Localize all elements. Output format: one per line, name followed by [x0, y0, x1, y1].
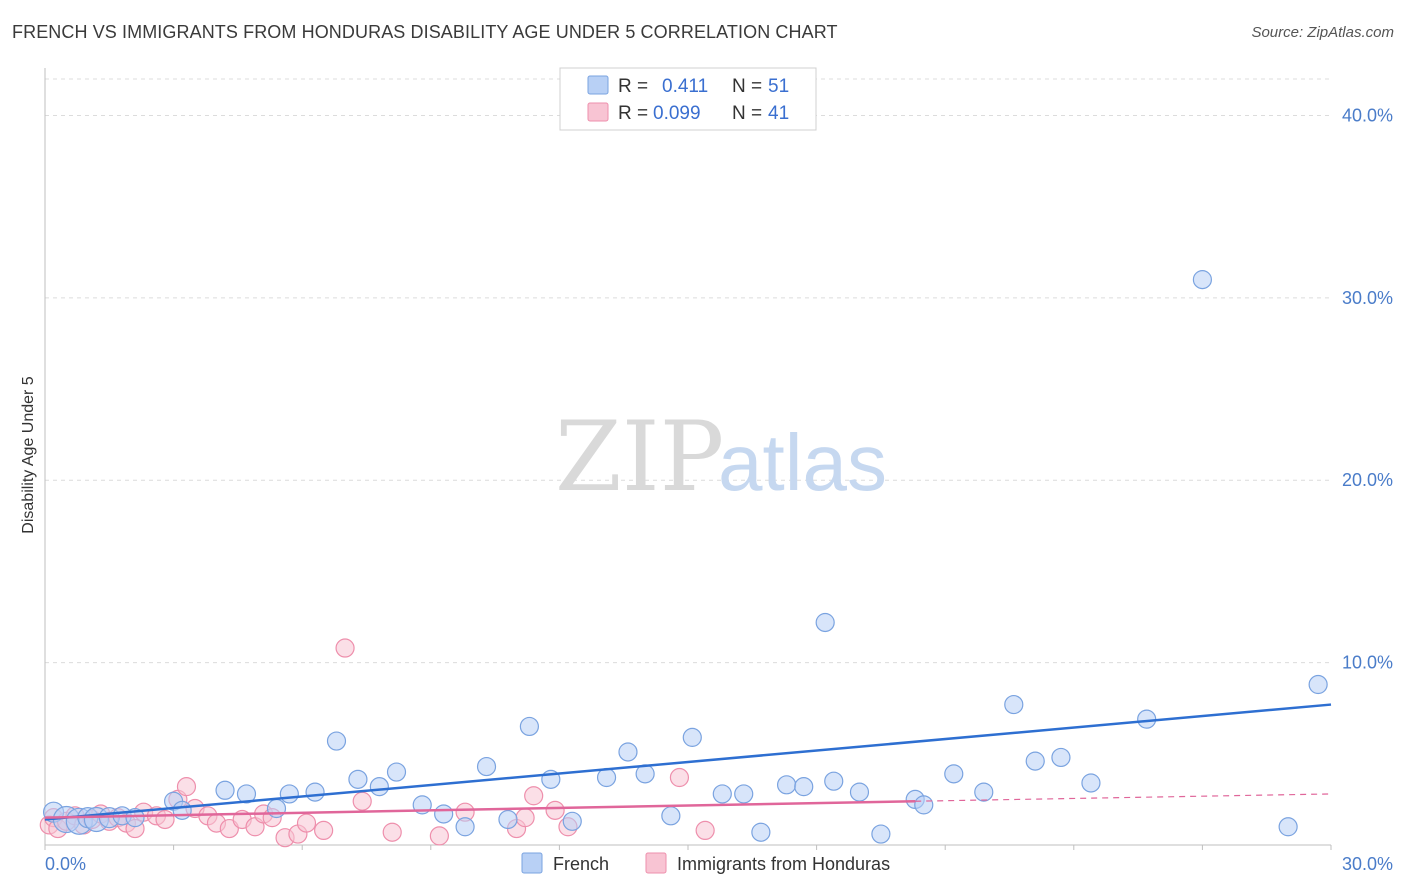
honduras-point — [155, 809, 175, 830]
french-point — [815, 612, 835, 633]
honduras-point — [669, 767, 690, 788]
french-point — [661, 806, 681, 826]
legend-r-label: R = — [618, 76, 648, 97]
french-point — [326, 731, 347, 751]
french-point — [476, 756, 497, 777]
honduras-point — [382, 822, 402, 842]
french-point — [498, 809, 518, 830]
watermark-zip: ZIP — [555, 401, 724, 513]
y-tick-label: 10.0% — [1342, 653, 1393, 673]
honduras-point — [314, 820, 334, 841]
y-tick-label: 40.0% — [1342, 105, 1393, 125]
french-point — [455, 817, 475, 837]
x-tick-labels: 0.0% 30.0% — [45, 854, 1393, 874]
source-label: Source: ZipAtlas.com — [1251, 24, 1394, 41]
legend-n-label: N = — [732, 103, 762, 124]
french-point — [682, 727, 702, 747]
french-point — [434, 804, 454, 824]
french-point — [849, 782, 870, 802]
french-points — [42, 270, 1328, 844]
french-point — [305, 782, 325, 802]
y-tick-labels: 10.0% 20.0% 30.0% 40.0% — [1342, 105, 1393, 672]
legend-n-value: 51 — [768, 76, 789, 97]
watermark: ZIP atlas — [555, 401, 887, 513]
x-tick-label: 30.0% — [1342, 854, 1393, 874]
french-point — [1025, 751, 1045, 771]
french-point — [279, 784, 299, 804]
gridlines — [45, 78, 1331, 664]
honduras-point — [545, 800, 565, 820]
legend-r-label: R = — [618, 103, 648, 124]
honduras-trend-extension — [915, 793, 1332, 802]
french-point — [1081, 773, 1101, 793]
watermark-atlas: atlas — [718, 418, 887, 507]
french-point — [1051, 747, 1071, 768]
french-point — [734, 784, 754, 804]
legend-r-value: 0.099 — [653, 103, 701, 124]
honduras-trend-line — [44, 799, 916, 819]
french-point — [348, 769, 368, 789]
y-tick-label: 30.0% — [1342, 288, 1393, 308]
french-point — [1278, 817, 1298, 837]
y-axis-label: Disability Age Under 5 — [20, 376, 37, 534]
french-point — [519, 716, 539, 737]
french-point — [369, 777, 389, 797]
legend-n-label: N = — [732, 76, 762, 97]
french-point — [1308, 674, 1328, 695]
honduras-point — [524, 786, 544, 806]
x-tick-label: 0.0% — [45, 854, 86, 874]
legend-n-value: 41 — [768, 103, 789, 124]
french-point — [776, 775, 797, 795]
bottom-legend-swatch-french — [521, 852, 543, 874]
legend-swatch-french — [587, 75, 609, 95]
honduras-point — [335, 638, 355, 658]
trend-lines — [44, 703, 1332, 821]
french-point — [596, 767, 617, 788]
french-trend-line — [44, 703, 1332, 821]
french-point — [974, 782, 994, 802]
honduras-point — [352, 791, 372, 811]
legend-swatch-honduras — [587, 102, 609, 122]
french-point — [125, 808, 145, 828]
french-point — [824, 771, 844, 791]
french-point — [1192, 270, 1213, 290]
honduras-point — [296, 813, 317, 833]
french-point — [215, 780, 235, 800]
french-point — [172, 800, 192, 820]
legend-top: R = 0.411 N = 51 R = 0.099 N = 41 — [559, 67, 817, 131]
honduras-point — [695, 820, 715, 841]
honduras-point — [176, 777, 197, 797]
legend-bottom: French Immigrants from Honduras — [521, 852, 890, 874]
french-point — [712, 784, 732, 804]
bottom-legend-swatch-honduras — [645, 852, 667, 874]
french-point — [266, 798, 287, 819]
axes — [44, 68, 1332, 850]
bottom-legend-honduras: Immigrants from Honduras — [677, 854, 890, 874]
chart-title: FRENCH VS IMMIGRANTS FROM HONDURAS DISAB… — [12, 22, 838, 42]
y-tick-label: 20.0% — [1342, 470, 1393, 490]
honduras-point — [429, 826, 449, 846]
french-point — [914, 795, 934, 815]
french-point — [562, 811, 582, 831]
french-point — [386, 762, 407, 782]
french-point — [751, 822, 771, 842]
french-point — [236, 784, 257, 804]
french-point — [871, 824, 891, 844]
french-point — [1004, 694, 1024, 715]
french-point — [794, 777, 814, 797]
french-point — [1137, 709, 1157, 729]
bottom-legend-french: French — [553, 854, 609, 874]
legend-r-value: 0.411 — [662, 76, 708, 97]
honduras-point — [515, 808, 535, 828]
french-point — [618, 742, 638, 762]
french-point — [944, 764, 964, 784]
